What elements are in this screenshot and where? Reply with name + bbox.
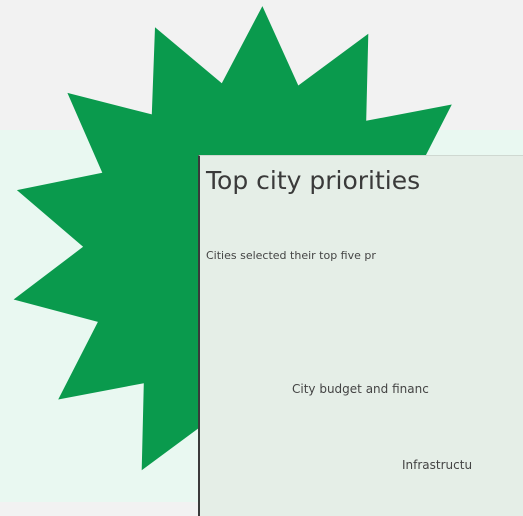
row-label: City budget and financ: [292, 382, 429, 396]
card-subtitle: Cities selected their top five pr: [206, 249, 376, 262]
row-label: Infrastructu: [402, 458, 473, 472]
card-title: Top city priorities: [206, 166, 421, 195]
page: Top city priorities Cities selected thei…: [13, 6, 523, 516]
card: Top city priorities Cities selected thei…: [198, 155, 523, 516]
